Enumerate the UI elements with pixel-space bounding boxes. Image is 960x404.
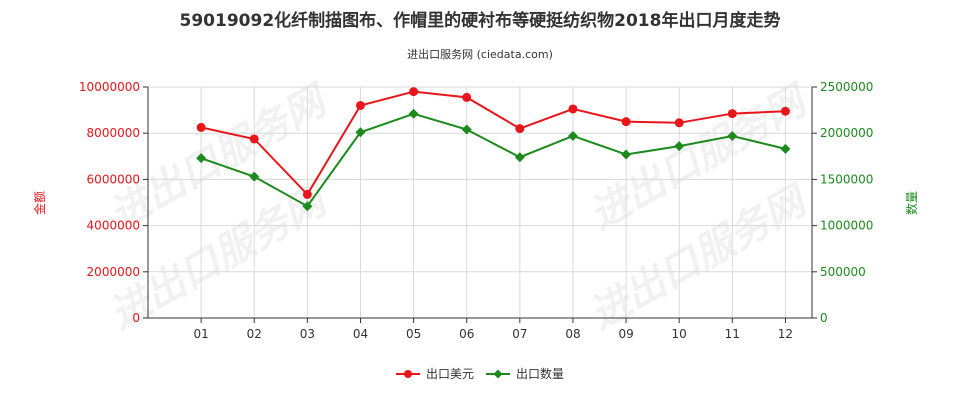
x-tick-label: 11 [725, 327, 740, 341]
right-tick-label: 2000000 [820, 126, 873, 140]
data-point[interactable] [621, 149, 632, 160]
x-tick-label: 08 [565, 327, 580, 341]
x-tick-label: 06 [459, 327, 474, 341]
left-tick-label: 4000000 [87, 219, 140, 233]
data-point[interactable] [621, 117, 631, 127]
series-line [200, 90, 786, 197]
x-tick-label: 10 [672, 327, 687, 341]
x-tick-label: 09 [618, 327, 633, 341]
data-point[interactable] [196, 122, 206, 132]
right-tick-label: 1000000 [820, 219, 873, 233]
data-point[interactable] [780, 106, 790, 116]
series-layer [196, 87, 791, 212]
series-line [200, 112, 786, 208]
chart-subtitle: 进出口服务网 (ciedata.com) [407, 47, 553, 61]
x-tick-label: 01 [193, 327, 208, 341]
data-point[interactable] [355, 127, 366, 138]
data-point[interactable] [727, 130, 738, 141]
data-point[interactable] [780, 143, 791, 154]
left-tick-label: 8000000 [87, 126, 140, 140]
data-point[interactable] [196, 153, 207, 164]
data-point[interactable] [674, 118, 684, 128]
x-tick-label: 05 [406, 327, 421, 341]
legend[interactable]: 出口美元 出口数量 [396, 366, 564, 381]
x-tick-label: 04 [353, 327, 368, 341]
legend-marker [493, 369, 503, 379]
chart-title: 59019092化纤制描图布、作帽里的硬衬布等硬挺纺织物2018年出口月度走势 [180, 10, 781, 31]
data-point[interactable] [461, 124, 472, 135]
data-point[interactable] [515, 124, 525, 134]
plot-frame [147, 87, 813, 319]
left-tick-label: 0 [132, 311, 140, 325]
left-axis: 0 2000000 4000000 6000000 8000000 10000000 [79, 80, 148, 325]
data-point[interactable] [567, 130, 578, 141]
data-point[interactable] [409, 87, 419, 97]
right-tick-label: 500000 [820, 265, 866, 279]
legend-item[interactable]: 出口数量 [486, 366, 564, 381]
data-point[interactable] [727, 109, 737, 119]
legend-item[interactable]: 出口美元 [396, 367, 474, 381]
data-point[interactable] [302, 189, 312, 199]
x-tick-label: 12 [778, 327, 793, 341]
left-tick-label: 10000000 [79, 80, 140, 94]
x-axis: 01 02 03 04 05 06 07 08 09 10 11 12 [193, 318, 793, 341]
right-tick-label: 2500000 [820, 80, 873, 94]
legend-label: 出口数量 [516, 366, 564, 381]
data-point[interactable] [249, 134, 259, 144]
right-tick-label: 0 [820, 311, 828, 325]
x-tick-label: 03 [300, 327, 315, 341]
data-point[interactable] [514, 152, 525, 163]
data-point[interactable] [674, 141, 685, 152]
legend-marker [404, 370, 412, 378]
left-tick-label: 2000000 [87, 265, 140, 279]
series-group [196, 87, 790, 199]
data-point[interactable] [249, 171, 260, 182]
series-group [196, 108, 791, 212]
right-axis-title: 数量 [904, 191, 919, 215]
left-axis-title: 金额 [32, 191, 47, 215]
left-tick-label: 6000000 [87, 172, 140, 186]
data-point[interactable] [302, 201, 313, 212]
data-point[interactable] [462, 92, 472, 102]
right-axis: 0 500000 1000000 1500000 2000000 2500000 [812, 80, 873, 325]
data-point[interactable] [355, 100, 365, 110]
data-point[interactable] [568, 104, 578, 114]
x-tick-label: 02 [247, 327, 262, 341]
x-tick-label: 07 [512, 327, 527, 341]
legend-label: 出口美元 [426, 367, 474, 381]
data-point[interactable] [408, 108, 419, 119]
right-tick-label: 1500000 [820, 172, 873, 186]
